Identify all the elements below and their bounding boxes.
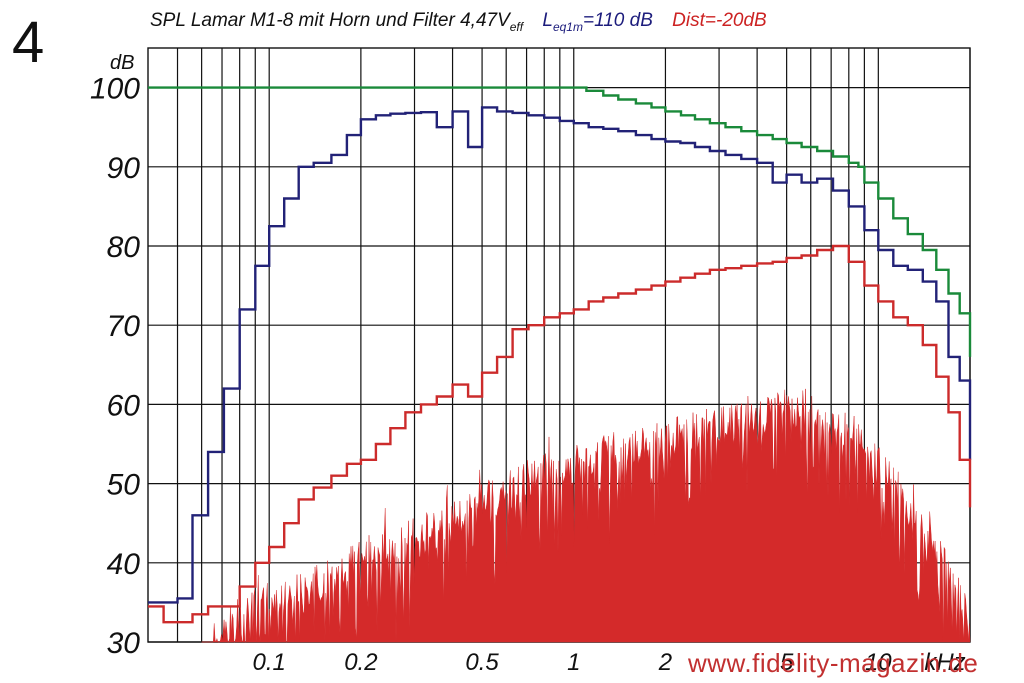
title-subscript: eff [509, 19, 524, 34]
x-axis-ticks: 0.1 0.2 0.5 1 2 5 10 kHz [253, 649, 966, 676]
y-tick-label: 60 [107, 389, 141, 422]
leq-symbol: L [542, 10, 553, 31]
title-text: SPL Lamar M1-8 mit Horn und Filter 4,47V [150, 10, 510, 31]
y-tick-label: 50 [107, 469, 141, 502]
y-tick-label: 40 [107, 548, 141, 581]
x-tick-label: 0.5 [465, 649, 499, 676]
x-tick-label: 10 [865, 649, 892, 676]
leq-label: Leq1m=110 dB [542, 10, 653, 34]
x-tick-label: 2 [658, 649, 672, 676]
series-group [148, 86, 972, 624]
figure-number: 4 [12, 10, 45, 75]
series-line-3 [148, 244, 972, 624]
x-tick-label: 0.2 [344, 649, 377, 676]
y-tick-label: 100 [90, 73, 140, 106]
x-tick-label: 1 [567, 649, 580, 676]
x-tick-label: 0.1 [253, 649, 286, 676]
chart-title: SPL Lamar M1-8 mit Horn und Filter 4,47V… [150, 10, 767, 34]
leq-subscript: eq1m [552, 19, 583, 34]
watermark: www.fidelity-magazin.de [688, 648, 979, 678]
x-tick-label: 5 [780, 649, 794, 676]
distortion-spectrum-fill [201, 388, 971, 643]
distortion-spectrum [201, 388, 971, 643]
leq-value: =110 dB [582, 10, 653, 31]
x-axis-unit: kHz [924, 649, 965, 676]
dist-label: Dist=-20dB [672, 10, 767, 31]
y-axis-ticks: 30 40 50 60 70 80 90 100 [90, 73, 140, 660]
y-tick-label: 70 [107, 310, 141, 343]
series-line-2 [148, 106, 972, 604]
y-tick-label: 30 [107, 627, 141, 660]
y-tick-label: 90 [107, 152, 141, 185]
y-tick-label: 80 [107, 231, 141, 264]
y-axis-label: dB [110, 52, 135, 74]
series-line-1 [148, 86, 972, 357]
